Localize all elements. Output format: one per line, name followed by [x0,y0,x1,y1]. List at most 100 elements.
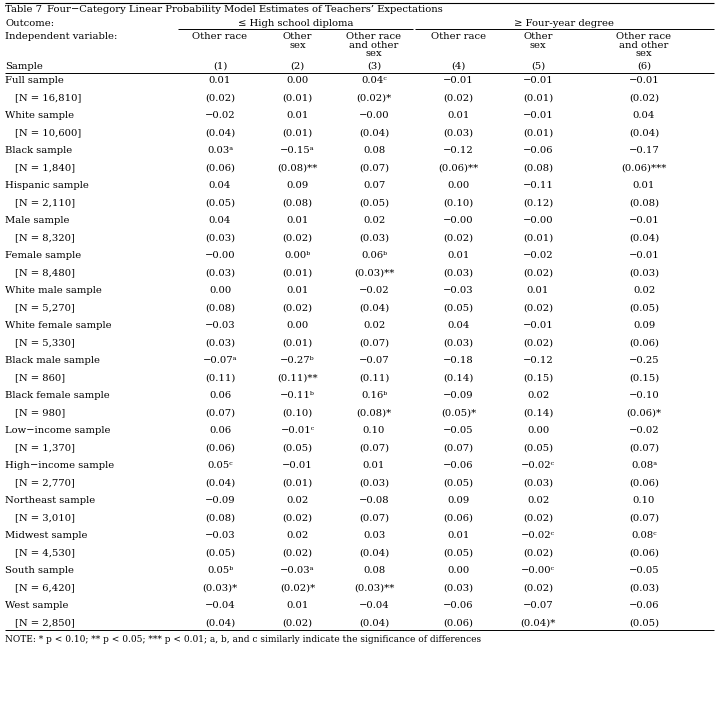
Text: −0.00: −0.00 [204,251,235,260]
Text: (0.07): (0.07) [359,444,389,452]
Text: Independent variable:: Independent variable: [5,32,118,41]
Text: 0.06: 0.06 [209,391,231,400]
Text: −0.01: −0.01 [629,76,660,85]
Text: [N = 8,480]: [N = 8,480] [15,268,75,277]
Text: −0.11: −0.11 [523,181,554,190]
Text: (0.06): (0.06) [205,444,235,452]
Text: (0.03)**: (0.03)** [353,584,394,592]
Text: (0.05): (0.05) [359,199,389,207]
Text: (0.04): (0.04) [629,128,659,138]
Text: sex: sex [366,49,382,58]
Text: −0.25: −0.25 [629,356,660,365]
Text: −0.17: −0.17 [629,146,660,155]
Text: (0.04): (0.04) [359,549,389,558]
Text: Full sample: Full sample [5,76,64,85]
Text: −0.02ᶜ: −0.02ᶜ [521,461,555,470]
Text: −0.01: −0.01 [629,216,660,225]
Text: 0.01: 0.01 [363,461,385,470]
Text: sex: sex [289,40,306,49]
Text: (0.01): (0.01) [282,128,313,138]
Text: (0.04): (0.04) [205,619,235,627]
Text: 0.02: 0.02 [363,321,385,330]
Text: (0.11): (0.11) [358,374,389,382]
Text: −0.09: −0.09 [204,496,235,505]
Text: (0.03): (0.03) [205,338,235,348]
Text: 0.02: 0.02 [363,216,385,225]
Text: −0.03: −0.03 [204,531,235,540]
Text: −0.04: −0.04 [204,601,235,610]
Text: (0.03)**: (0.03)** [353,268,394,277]
Text: 0.01: 0.01 [286,216,309,225]
Text: Other race: Other race [192,32,247,41]
Text: −0.12: −0.12 [443,146,474,155]
Text: [N = 10,600]: [N = 10,600] [15,128,81,138]
Text: (0.03): (0.03) [629,268,659,277]
Text: (0.03): (0.03) [359,234,389,242]
Text: (0.05): (0.05) [282,444,313,452]
Text: −0.01: −0.01 [523,321,554,330]
Text: (0.07): (0.07) [359,163,389,173]
Text: (0.06)*: (0.06)* [627,409,662,417]
Text: [N = 980]: [N = 980] [15,409,65,417]
Text: −0.05: −0.05 [629,566,660,575]
Text: 0.04: 0.04 [209,216,231,225]
Text: (0.07): (0.07) [443,444,473,452]
Text: 0.08ᶜ: 0.08ᶜ [631,531,657,540]
Text: (0.02): (0.02) [629,93,659,103]
Text: −0.09: −0.09 [443,391,474,400]
Text: (0.05): (0.05) [629,619,659,627]
Text: (0.05): (0.05) [443,303,473,313]
Text: (0.06): (0.06) [629,478,659,488]
Text: (0.04): (0.04) [359,303,389,313]
Text: Sample: Sample [5,62,43,71]
Text: 0.10: 0.10 [363,426,385,435]
Text: (0.08): (0.08) [282,199,313,207]
Text: −0.07ᵃ: −0.07ᵃ [203,356,237,365]
Text: (0.07): (0.07) [359,338,389,348]
Text: (1): (1) [213,62,227,71]
Text: (0.02): (0.02) [523,549,553,558]
Text: (0.07): (0.07) [629,513,659,523]
Text: 0.04: 0.04 [209,181,231,190]
Text: (0.03): (0.03) [523,478,553,488]
Text: Other: Other [523,32,553,41]
Text: (0.14): (0.14) [443,374,474,382]
Text: (0.02): (0.02) [282,234,313,242]
Text: 0.00: 0.00 [286,321,308,330]
Text: −0.00: −0.00 [523,216,554,225]
Text: (0.03): (0.03) [629,584,659,592]
Text: (0.03): (0.03) [359,478,389,488]
Text: −0.07: −0.07 [358,356,389,365]
Text: (2): (2) [290,62,305,71]
Text: 0.02: 0.02 [527,391,549,400]
Text: (3): (3) [367,62,381,71]
Text: 0.00ᵇ: 0.00ᵇ [285,251,310,260]
Text: 0.00: 0.00 [447,181,470,190]
Text: −0.01: −0.01 [523,76,554,85]
Text: −0.15ᵃ: −0.15ᵃ [280,146,315,155]
Text: [N = 1,840]: [N = 1,840] [15,163,75,173]
Text: 0.03: 0.03 [363,531,385,540]
Text: 0.00: 0.00 [286,76,308,85]
Text: 0.05ᶜ: 0.05ᶜ [207,461,233,470]
Text: ≥ Four-year degree: ≥ Four-year degree [515,19,614,28]
Text: Other race: Other race [431,32,486,41]
Text: (0.08): (0.08) [523,163,553,173]
Text: −0.02: −0.02 [523,251,554,260]
Text: −0.10: −0.10 [629,391,660,400]
Text: (0.07): (0.07) [359,513,389,523]
Text: (0.04): (0.04) [359,619,389,627]
Text: 0.01: 0.01 [286,286,309,295]
Text: 0.08: 0.08 [363,146,385,155]
Text: Low−income sample: Low−income sample [5,426,110,435]
Text: −0.06: −0.06 [629,601,659,610]
Text: −0.06: −0.06 [523,146,554,155]
Text: Other race: Other race [617,32,672,41]
Text: Outcome:: Outcome: [5,19,54,28]
Text: and other: and other [619,40,669,49]
Text: (0.05): (0.05) [523,444,553,452]
Text: (0.05): (0.05) [205,199,235,207]
Text: (0.10): (0.10) [282,409,313,417]
Text: [N = 1,370]: [N = 1,370] [15,444,75,452]
Text: (0.10): (0.10) [443,199,474,207]
